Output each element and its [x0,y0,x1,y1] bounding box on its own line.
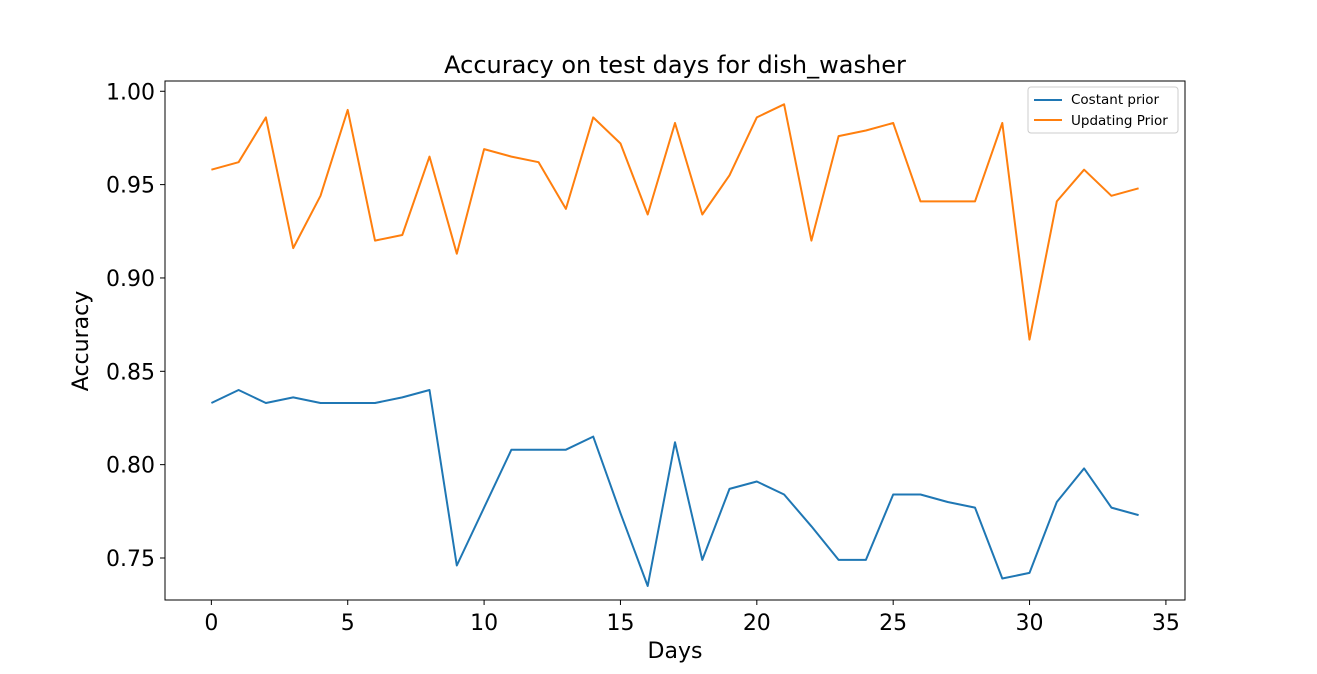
y-tick-label: 0.95 [106,174,155,199]
legend-box [1027,86,1179,134]
y-tick-label: 1.00 [106,80,155,105]
y-axis-label: Accuracy [69,291,94,391]
x-tick-label: 0 [204,611,218,636]
series-lines [210,103,1139,587]
x-tick-label: 10 [470,611,498,636]
legend-entry-costant-prior: Costant prior [1071,92,1160,108]
x-axis-label: Days [648,639,703,664]
y-tick-label: 0.75 [106,547,155,572]
x-tick-label: 35 [1152,611,1180,636]
x-tick-label: 15 [606,611,634,636]
y-tick-label: 0.85 [106,360,155,385]
chart-title: Accuracy on test days for dish_washer [444,51,906,79]
y-axis-ticks: 0.75 0.80 0.85 0.90 0.95 1.00 [106,80,165,572]
series-line-updating-prior [211,103,1139,341]
y-tick-label: 0.80 [106,454,155,479]
series-line-costant-prior [210,389,1139,587]
x-tick-label: 20 [743,611,771,636]
y-tick-label: 0.90 [106,267,155,292]
legend: Costant prior Updating Prior [1027,86,1179,134]
legend-entry-updating-prior: Updating Prior [1071,113,1168,129]
x-axis-ticks: 0 5 10 15 20 25 30 35 [204,600,1180,636]
x-tick-label: 5 [341,611,355,636]
plot-frame [164,80,1186,601]
x-tick-label: 25 [879,611,907,636]
x-tick-label: 30 [1016,611,1044,636]
